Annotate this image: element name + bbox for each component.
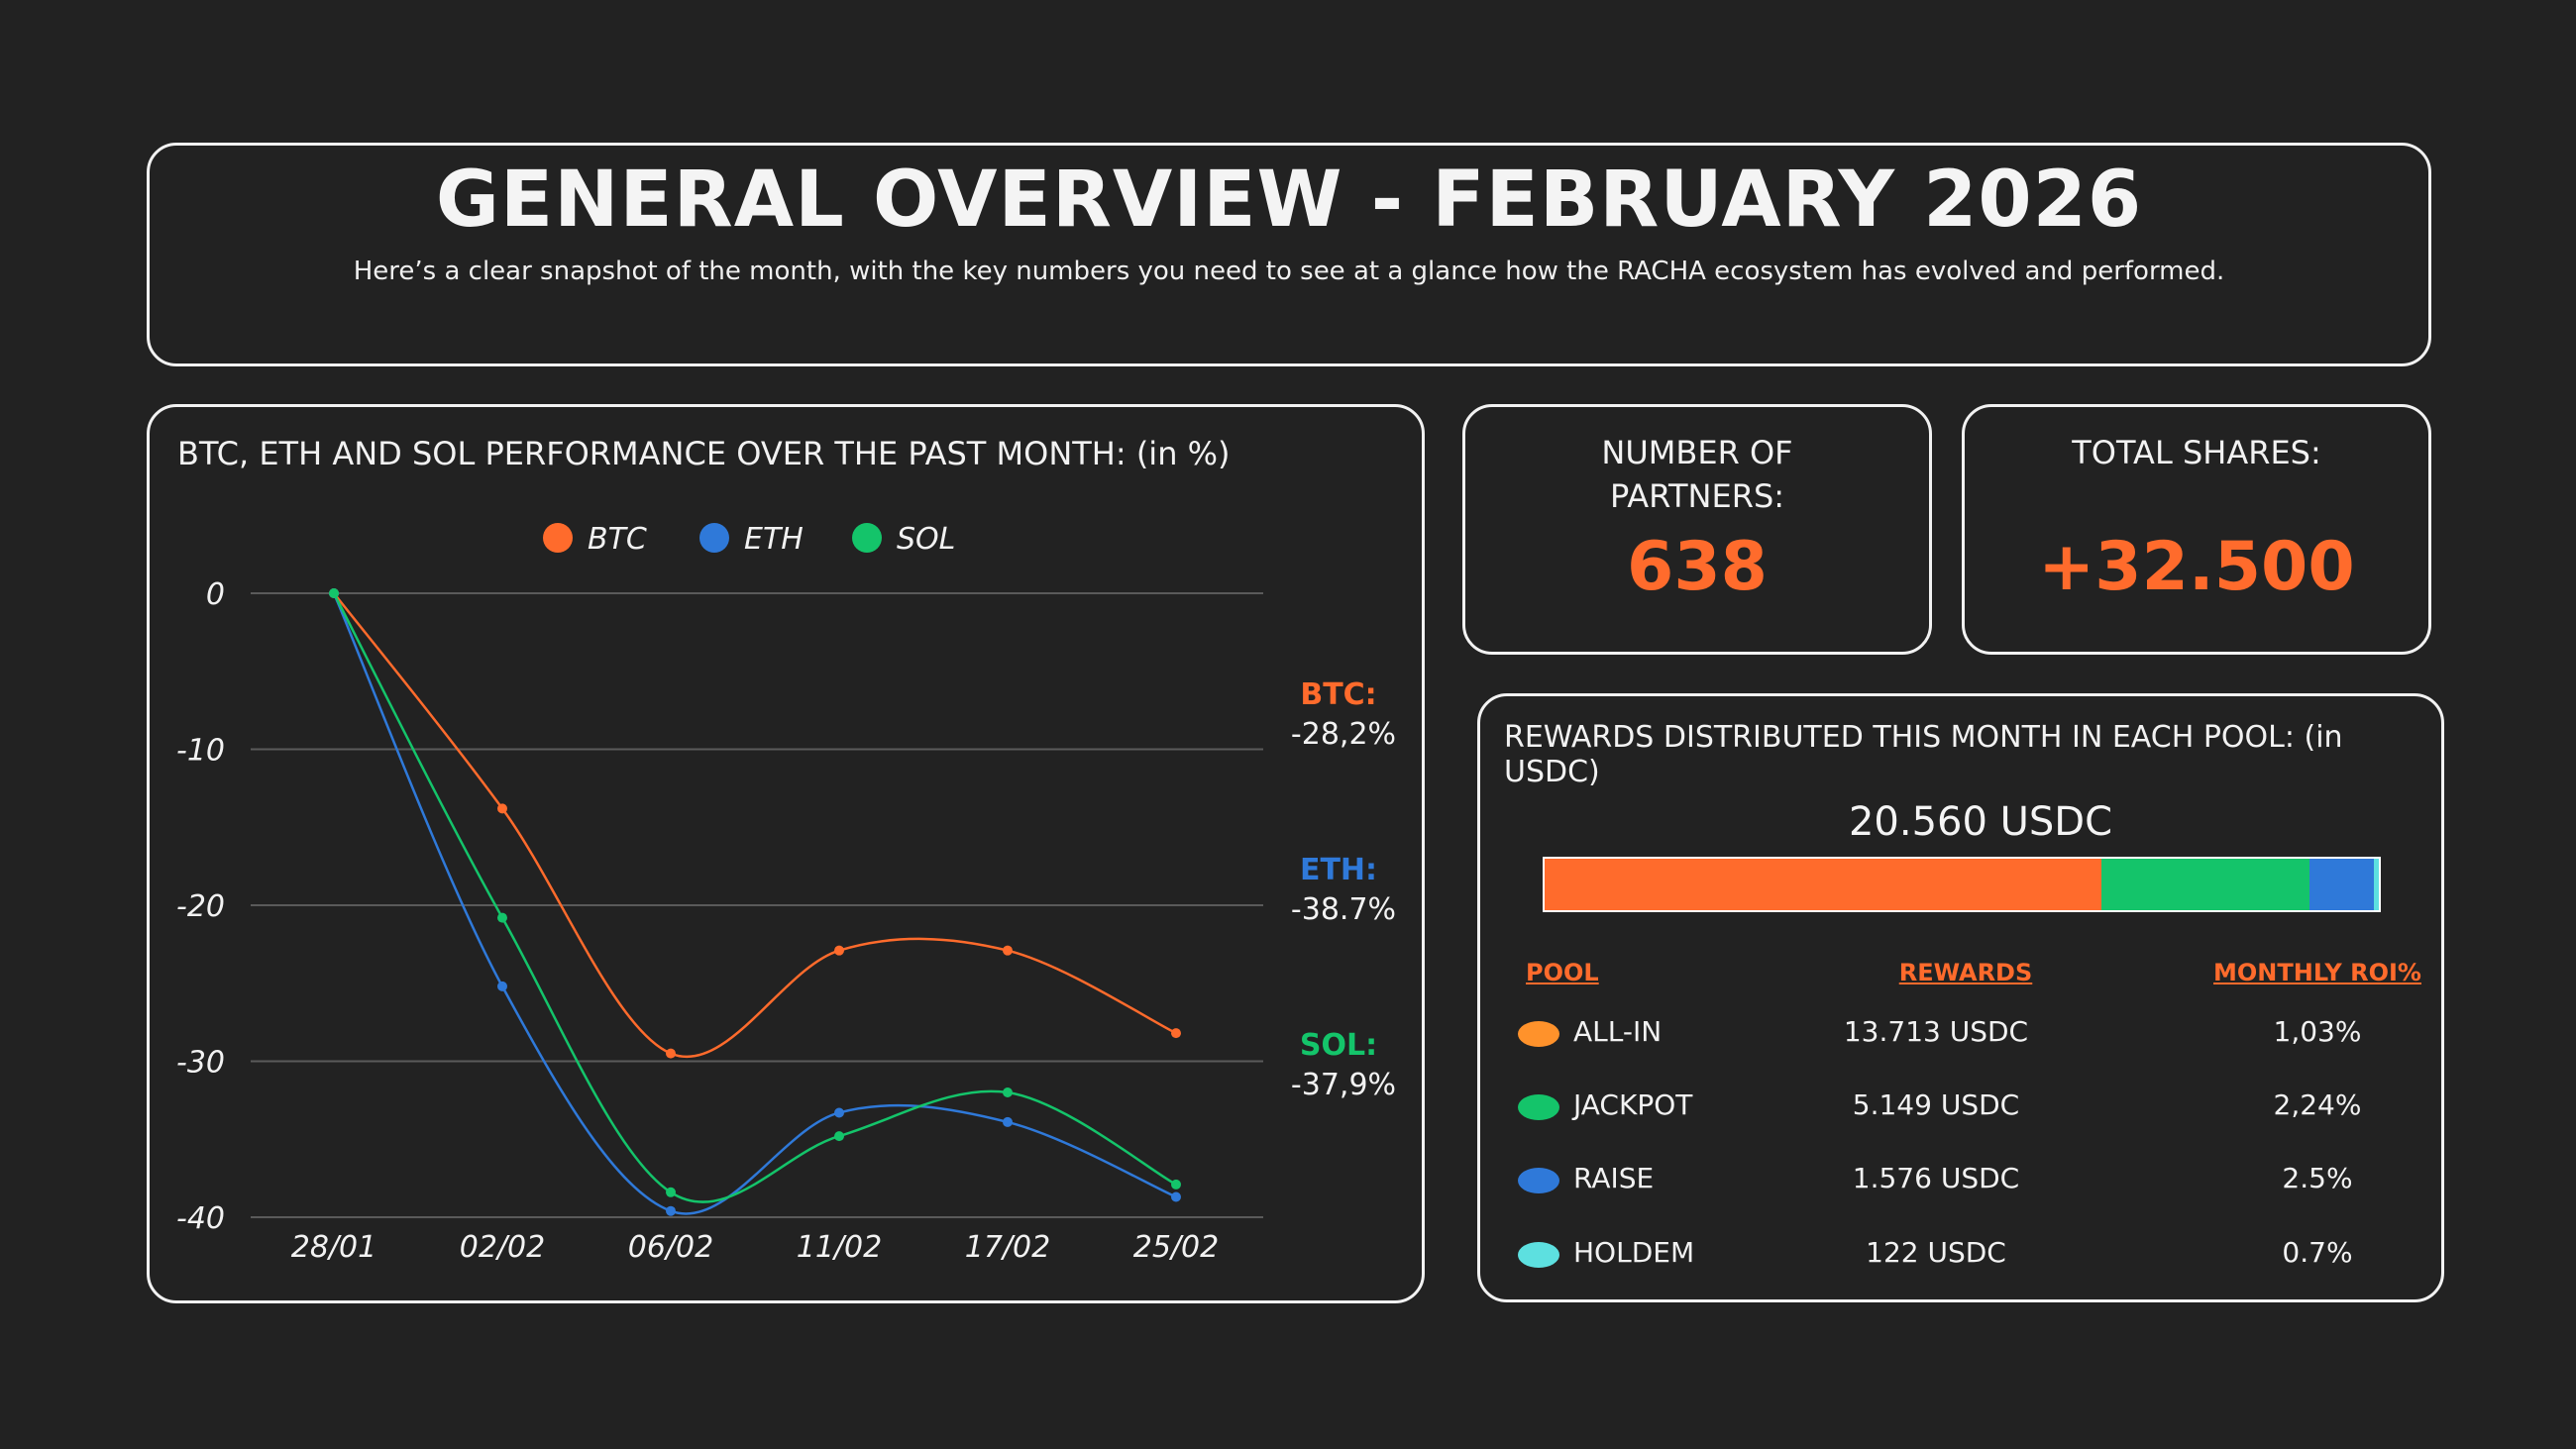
data-point-sol (329, 588, 339, 598)
data-point-eth (1171, 1191, 1181, 1202)
x-tick-label: 25/02 (1133, 1230, 1219, 1265)
table-row: HOLDEM 122 USDC 0.7% (1480, 1232, 2441, 1282)
data-point-sol (834, 1131, 844, 1142)
data-point-sol (666, 1187, 676, 1197)
shares-label: TOTAL SHARES: (2072, 434, 2321, 471)
page-title: GENERAL OVERVIEW - FEBRUARY 2026 (435, 155, 2143, 245)
x-tick-label: 28/01 (291, 1230, 376, 1265)
rewards-total: 20.560 USDC (1848, 799, 2113, 845)
data-point-btc (497, 803, 507, 814)
performance-line-chart: 0 -10 -20 -30 -40 28/01 02/02 06/02 11/02 17/02 25… (176, 522, 1396, 1265)
rewards-stacked-bar (1543, 857, 2381, 912)
series-line-btc (333, 592, 1177, 1058)
y-tick-label: -30 (176, 1046, 225, 1081)
legend-label-btc: BTC (588, 522, 647, 557)
y-tick-label: -40 (176, 1201, 225, 1236)
table-row: ALL-IN 13.713 USDC 1,03% (1480, 1011, 2441, 1061)
legend-label-sol: SOL (897, 522, 955, 557)
data-point-btc (834, 945, 844, 956)
y-tick-label: 0 (206, 577, 225, 612)
pool-color-dot (1518, 1094, 1559, 1120)
x-tick-label: 11/02 (797, 1230, 882, 1265)
data-point-eth (1003, 1116, 1013, 1127)
legend-marker-eth (699, 523, 729, 553)
bar-segment-all-in (1545, 859, 2101, 910)
table-row: JACKPOT 5.149 USDC 2,24% (1480, 1085, 2441, 1134)
pool-rewards: 13.713 USDC (1843, 1015, 2029, 1048)
bar-segment-holdem (2373, 859, 2379, 910)
bar-segment-jackpot (2100, 859, 2310, 910)
pool-name: RAISE (1573, 1162, 1655, 1194)
pool-color-dot (1518, 1168, 1559, 1193)
pool-roi: 2,24% (2273, 1088, 2362, 1121)
x-tick-label: 02/02 (460, 1230, 545, 1265)
shares-card: TOTAL SHARES: +32.500 (1962, 404, 2431, 655)
data-point-eth (497, 981, 507, 991)
x-tick-label: 06/02 (628, 1230, 713, 1265)
data-point-eth (834, 1107, 844, 1118)
data-point-sol (497, 912, 507, 923)
annotation-value: -38.7% (1291, 892, 1396, 927)
table-row: RAISE 1.576 USDC 2.5% (1480, 1158, 2441, 1207)
y-tick-label: -10 (176, 734, 225, 769)
annotation-value: -37,9% (1291, 1068, 1396, 1102)
pool-name: JACKPOT (1573, 1088, 1693, 1121)
x-tick-label: 17/02 (965, 1230, 1050, 1265)
partners-value: 638 (1627, 528, 1768, 606)
pool-color-dot (1518, 1021, 1559, 1047)
data-point-btc (666, 1048, 676, 1059)
annotation-label: BTC: (1300, 677, 1376, 712)
pool-roi: 0.7% (2282, 1236, 2353, 1269)
series-line-eth (332, 592, 1177, 1215)
performance-chart-panel: BTC, ETH AND SOL PERFORMANCE OVER THE PA… (147, 404, 1425, 1303)
roi-column-header: MONTHLY ROI% (2213, 959, 2421, 986)
pool-roi: 2.5% (2282, 1162, 2353, 1194)
data-point-btc (1003, 945, 1013, 956)
rewards-title: REWARDS DISTRIBUTED THIS MONTH IN EACH P… (1504, 720, 2343, 789)
annotation-label: ETH: (1300, 853, 1377, 887)
data-point-btc (1171, 1028, 1181, 1039)
series-line-sol (332, 592, 1177, 1203)
pool-color-dot (1518, 1242, 1559, 1268)
legend-marker-btc (543, 523, 573, 553)
legend-label-eth: ETH (744, 522, 804, 557)
pool-column-header: POOL (1526, 959, 1599, 986)
pool-rewards: 122 USDC (1866, 1236, 2006, 1269)
pool-rewards: 5.149 USDC (1852, 1088, 2020, 1121)
pool-rewards: 1.576 USDC (1852, 1162, 2020, 1194)
partners-card: NUMBER OF PARTNERS: 638 (1462, 404, 1932, 655)
legend-marker-sol (852, 523, 882, 553)
header-panel: GENERAL OVERVIEW - FEBRUARY 2026 Here’s … (147, 143, 2431, 366)
pool-name: HOLDEM (1573, 1236, 1695, 1269)
y-tick-label: -20 (176, 889, 225, 924)
rewards-panel: REWARDS DISTRIBUTED THIS MONTH IN EACH P… (1477, 693, 2444, 1302)
data-point-sol (1003, 1087, 1013, 1097)
rewards-column-header: REWARDS (1898, 959, 2033, 986)
annotation-value: -28,2% (1291, 717, 1396, 752)
data-point-sol (1171, 1179, 1181, 1190)
pool-roi: 1,03% (2273, 1015, 2362, 1048)
annotation-label: SOL: (1300, 1028, 1377, 1063)
page-subtitle: Here’s a clear snapshot of the month, wi… (353, 257, 2225, 286)
chart-title: BTC, ETH AND SOL PERFORMANCE OVER THE PA… (177, 435, 1231, 472)
bar-segment-raise (2309, 859, 2374, 910)
partners-label: NUMBER OF PARTNERS: (1601, 434, 1793, 515)
data-point-eth (666, 1205, 676, 1216)
pool-name: ALL-IN (1573, 1015, 1663, 1048)
shares-value: +32.500 (2038, 528, 2355, 606)
